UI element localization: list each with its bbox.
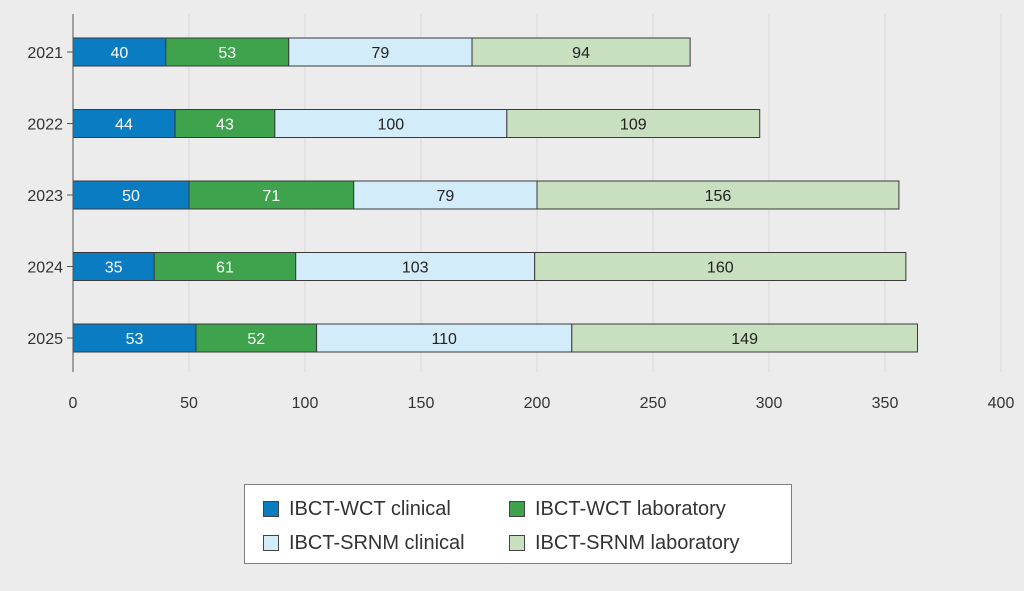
bar-value-label: 52 — [247, 331, 265, 348]
x-tick-label: 200 — [524, 395, 551, 412]
legend-label: IBCT-SRNM laboratory — [535, 531, 740, 554]
bar-value-label: 53 — [218, 45, 236, 62]
x-tick-label: 0 — [69, 395, 78, 412]
x-tick-label: 300 — [756, 395, 783, 412]
bar-value-label: 53 — [126, 331, 144, 348]
bar-segment — [536, 180, 900, 210]
legend-item-srnm-laboratory: IBCT-SRNM laboratory — [509, 531, 740, 555]
bars: 40 53 79 94 44 43 100 109 50 71 79 156 35 61 103 160 53 5… — [72, 37, 918, 353]
bar-value-label: 71 — [262, 188, 280, 205]
bar-value-label: 79 — [372, 45, 390, 62]
bar-value-label: 40 — [111, 45, 129, 62]
bar-segment — [72, 180, 190, 210]
bar-segment — [188, 180, 355, 210]
bar-segment — [72, 109, 176, 138]
bar-value-label: 79 — [436, 188, 454, 205]
bar-segment — [471, 37, 691, 67]
y-tick-label: 2021 — [27, 45, 63, 62]
bar-segment — [353, 180, 538, 210]
y-tick-label: 2024 — [27, 260, 63, 277]
y-tick-label: 2022 — [27, 117, 63, 134]
legend-label: IBCT-WCT clinical — [289, 497, 451, 520]
legend-swatch — [263, 501, 279, 517]
bar-segment — [288, 37, 473, 67]
legend-item-srnm-clinical: IBCT-SRNM clinical — [263, 531, 465, 555]
bar-value-label: 103 — [402, 260, 429, 277]
bar-value-label: 50 — [122, 188, 140, 205]
y-tick-label: 2025 — [27, 331, 63, 348]
bar-value-label: 149 — [731, 331, 758, 348]
x-tick-label: 400 — [988, 395, 1015, 412]
bar-segment — [534, 252, 907, 281]
y-tick-label: 2023 — [27, 188, 63, 205]
legend-item-wct-clinical: IBCT-WCT clinical — [263, 497, 451, 521]
legend-swatch — [263, 535, 279, 551]
bar-value-label: 109 — [620, 117, 647, 134]
axes: 0 50 100 150 200 250 300 350 400 2021 2022 2023 2024… — [27, 14, 1014, 412]
bar-value-label: 156 — [705, 188, 732, 205]
bar-segment — [571, 323, 918, 353]
x-tick-label: 250 — [640, 395, 667, 412]
x-tick-label: 50 — [180, 395, 198, 412]
bar-value-label: 160 — [707, 260, 734, 277]
legend-label: IBCT-WCT laboratory — [535, 497, 726, 520]
x-tick-label: 100 — [292, 395, 319, 412]
bar-segment — [506, 109, 761, 138]
legend-label: IBCT-SRNM clinical — [289, 531, 465, 554]
bar-segment — [72, 323, 197, 353]
bar-value-label: 100 — [377, 117, 404, 134]
x-tick-label: 150 — [408, 395, 435, 412]
legend-swatch — [509, 501, 525, 517]
bar-value-label: 44 — [115, 117, 133, 134]
legend: IBCT-WCT clinical IBCT-WCT laboratory IB… — [244, 484, 792, 564]
legend-swatch — [509, 535, 525, 551]
legend-item-wct-laboratory: IBCT-WCT laboratory — [509, 497, 726, 521]
x-tick-label: 350 — [872, 395, 899, 412]
bar-value-label: 110 — [431, 331, 457, 348]
bar-value-label: 35 — [105, 260, 123, 277]
bar-segment — [174, 109, 276, 138]
bar-value-label: 43 — [216, 117, 234, 134]
bar-value-label: 61 — [216, 260, 234, 277]
bar-value-label: 94 — [572, 45, 590, 62]
bar-segment — [153, 252, 297, 281]
